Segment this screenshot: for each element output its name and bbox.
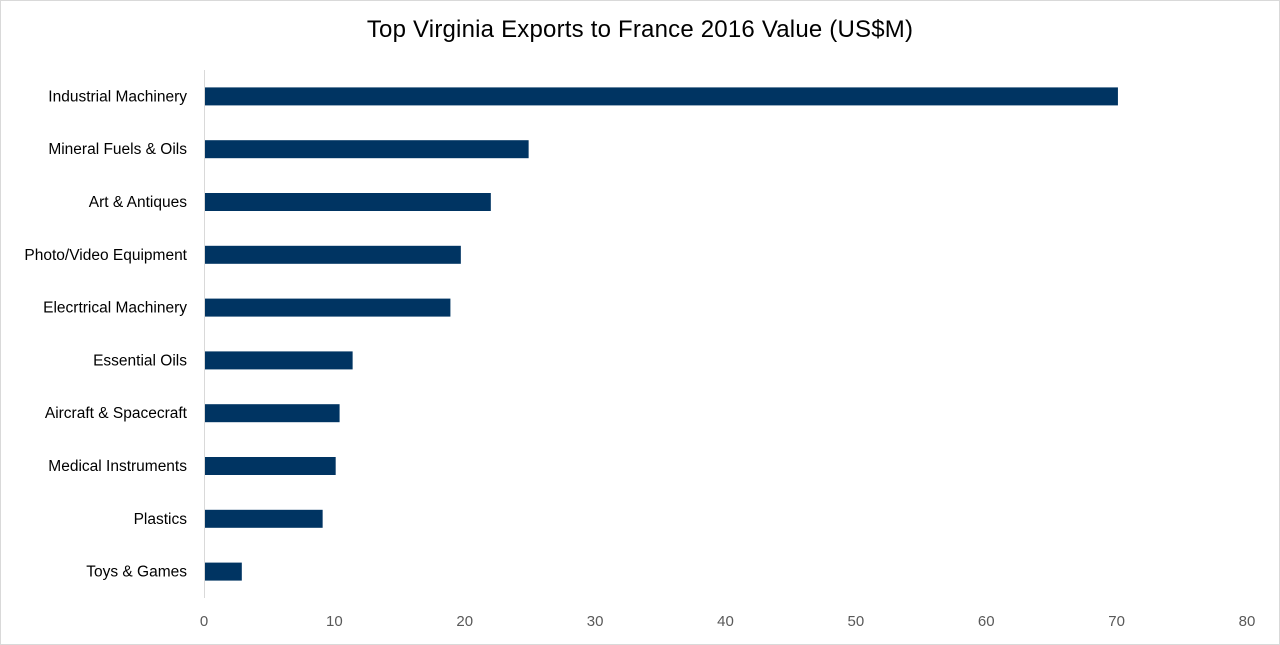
x-tick-label: 0 [200,613,208,630]
x-tick-label: 50 [848,613,865,630]
x-tick-label: 20 [456,613,473,630]
category-label: Photo/Video Equipment [24,247,187,264]
x-tick-label: 70 [1108,613,1125,630]
category-label: Aircraft & Spacecraft [45,405,188,422]
x-tick-label: 60 [978,613,995,630]
category-label: Plastics [134,511,188,528]
x-tick-label: 40 [717,613,734,630]
category-label: Art & Antiques [89,194,187,211]
bar [205,245,461,264]
bar [205,509,323,528]
x-tick-label: 10 [326,613,343,630]
x-tick-labels: 0 10 20 30 40 50 60 70 80 [200,613,1256,630]
x-tick-label: 80 [1239,613,1256,630]
category-label: Toys & Games [86,564,187,581]
category-label: Essential Oils [93,352,187,369]
bar [205,193,491,211]
bar [205,351,353,370]
category-label: Elecrtrical Machinery [43,300,187,317]
bars-layer [205,87,1118,581]
chart-title: Top Virginia Exports to France 2016 Valu… [366,16,914,43]
category-labels: Industrial Machinery Mineral Fuels & Oils… [24,88,187,580]
bar [205,140,529,159]
bar [205,298,451,317]
category-label: Medical Instruments [48,458,187,475]
category-label: Mineral Fuels & Oils [48,141,187,158]
bar [205,87,1118,106]
bar [205,562,242,581]
bar [205,457,336,475]
category-label: Industrial Machinery [48,88,187,105]
x-tick-label: 30 [587,613,604,630]
bar [205,404,340,423]
